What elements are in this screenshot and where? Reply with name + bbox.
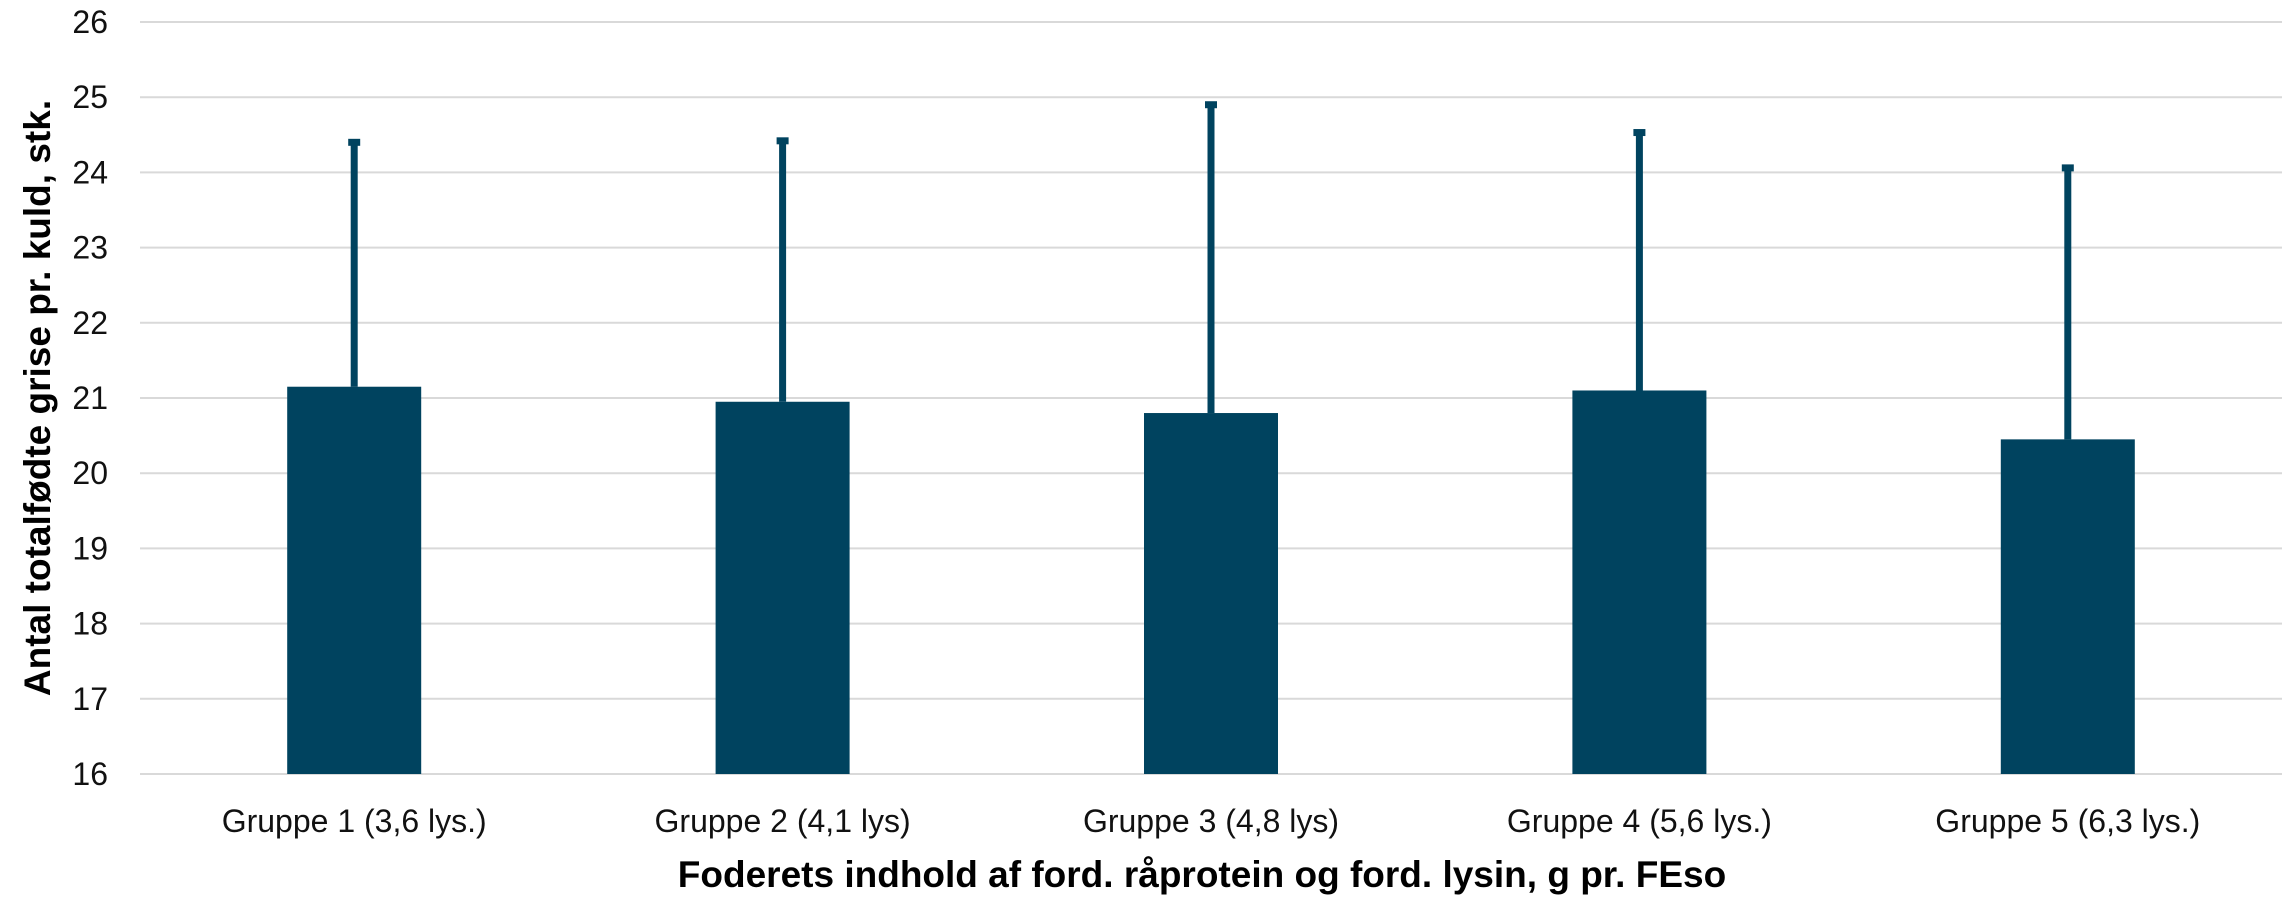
y-tick-label: 18	[72, 606, 108, 642]
y-tick-label: 21	[72, 380, 108, 416]
bars	[287, 386, 2135, 774]
x-tick-label: Gruppe 5 (6,3 lys.)	[1935, 803, 2200, 839]
y-tick-label: 19	[72, 530, 108, 566]
y-tick-label: 26	[72, 4, 108, 40]
x-axis-title: Foderets indhold af ford. råprotein og f…	[678, 854, 1726, 895]
y-axis-title: Antal totalfødte grise pr. kuld, stk.	[17, 100, 58, 696]
bar	[1144, 413, 1278, 774]
x-tick-label: Gruppe 3 (4,8 lys)	[1083, 803, 1339, 839]
y-tick-label: 20	[72, 455, 108, 491]
x-tick-label: Gruppe 1 (3,6 lys.)	[222, 803, 487, 839]
y-tick-label: 17	[72, 681, 108, 717]
bar	[287, 386, 422, 774]
bar	[715, 401, 850, 774]
y-tick-label: 16	[72, 756, 108, 792]
y-tick-label: 24	[72, 154, 108, 190]
x-axis-ticks: Gruppe 1 (3,6 lys.) Gruppe 2 (4,1 lys) Gru…	[222, 803, 2201, 839]
error-bars	[348, 101, 2074, 440]
x-tick-label: Gruppe 4 (5,6 lys.)	[1507, 803, 1772, 839]
bar	[1572, 390, 1707, 774]
bar	[2000, 439, 2135, 774]
y-tick-label: 23	[72, 230, 108, 266]
y-tick-label: 22	[72, 305, 108, 341]
y-axis-ticks: 16 17 18 19 20 21 22 23 24 25 26	[72, 4, 108, 792]
y-tick-label: 25	[72, 79, 108, 115]
x-tick-label: Gruppe 2 (4,1 lys)	[655, 803, 911, 839]
